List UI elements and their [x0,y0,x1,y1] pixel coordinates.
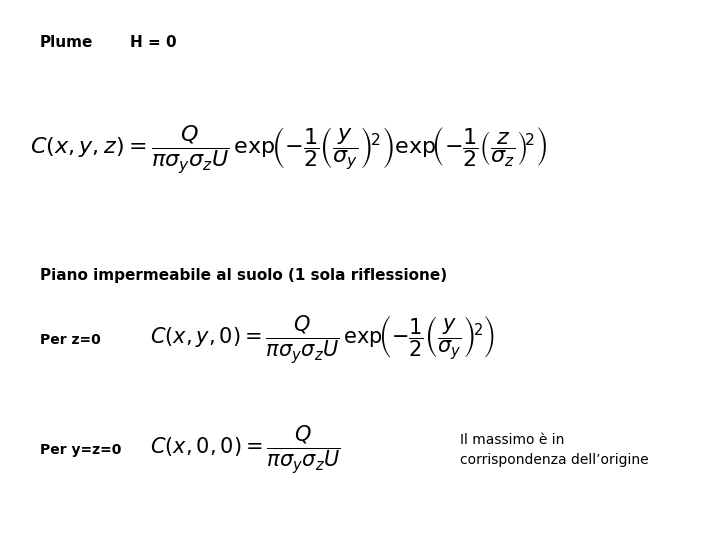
Text: $C(x, y, 0) = \dfrac{Q}{\pi\sigma_y\sigma_z U}\,\mathrm{exp}\!\left(-\dfrac{1}{2: $C(x, y, 0) = \dfrac{Q}{\pi\sigma_y\sigm… [150,314,495,366]
Text: $C(x, y, z) = \dfrac{Q}{\pi\sigma_y\sigma_z U}\,\mathrm{exp}\!\left(-\dfrac{1}{2: $C(x, y, z) = \dfrac{Q}{\pi\sigma_y\sigm… [30,124,547,177]
Text: $C(x, 0, 0) = \dfrac{Q}{\pi\sigma_y\sigma_z U}$: $C(x, 0, 0) = \dfrac{Q}{\pi\sigma_y\sigm… [150,424,341,476]
Text: Plume: Plume [40,35,94,50]
Text: Per y=z=0: Per y=z=0 [40,443,122,457]
Text: H = 0: H = 0 [130,35,176,50]
Text: Piano impermeabile al suolo (1 sola riflessione): Piano impermeabile al suolo (1 sola rifl… [40,268,447,283]
Text: Il massimo è in
corrispondenza dell’origine: Il massimo è in corrispondenza dell’orig… [460,433,649,467]
Text: Per z=0: Per z=0 [40,333,101,347]
